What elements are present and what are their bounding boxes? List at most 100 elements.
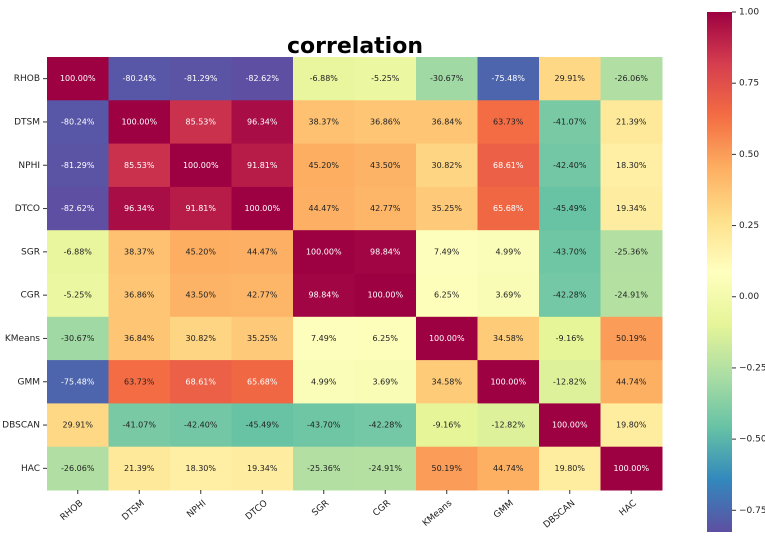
heatmap-cell bbox=[293, 446, 355, 491]
heatmap-cell bbox=[477, 57, 540, 101]
heatmap-cell bbox=[354, 360, 417, 404]
heatmap-cell bbox=[477, 143, 540, 188]
cell-label: 4.99% bbox=[496, 247, 522, 256]
cell-label: 3.69% bbox=[496, 291, 522, 300]
heatmap-cell bbox=[170, 446, 232, 491]
heatmap-cell bbox=[108, 100, 171, 145]
heatmap-cell bbox=[231, 316, 294, 361]
colorbar-tick-label: −0.75 bbox=[739, 506, 765, 516]
x-tick-label: NPHI bbox=[185, 499, 208, 521]
heatmap-cell bbox=[108, 143, 171, 188]
cell-label: -26.06% bbox=[61, 464, 95, 473]
heatmap-cell bbox=[539, 100, 601, 145]
heatmap-cell bbox=[416, 403, 478, 448]
colorbar-tick-label: −0.25 bbox=[739, 363, 765, 373]
heatmap-cell bbox=[108, 360, 171, 404]
heatmap-cell bbox=[354, 230, 417, 274]
heatmap-cell bbox=[539, 273, 601, 318]
heatmap-cell bbox=[170, 143, 232, 188]
cell-label: 45.20% bbox=[185, 247, 216, 256]
heatmap-cell bbox=[108, 57, 171, 101]
heatmap-cell bbox=[477, 446, 540, 491]
cell-label: 44.74% bbox=[493, 464, 524, 473]
heatmap-cell bbox=[354, 446, 417, 491]
cell-label: -26.06% bbox=[615, 74, 649, 83]
heatmap-cell bbox=[354, 273, 417, 318]
heatmap-cell bbox=[539, 57, 601, 101]
cell-label: 50.19% bbox=[431, 464, 462, 473]
heatmap-cell bbox=[539, 186, 601, 231]
cell-label: 18.30% bbox=[185, 464, 216, 473]
cell-label: -6.88% bbox=[310, 74, 339, 83]
cell-label: -12.82% bbox=[492, 421, 526, 430]
cell-label: 100.00% bbox=[306, 247, 342, 256]
heatmap-cell bbox=[477, 403, 540, 448]
cell-label: 100.00% bbox=[613, 464, 649, 473]
cell-label: -45.49% bbox=[553, 204, 587, 213]
cell-label: 34.58% bbox=[431, 377, 462, 386]
cell-label: 100.00% bbox=[429, 334, 465, 343]
cell-label: -30.67% bbox=[430, 74, 464, 83]
y-tick-label: NPHI bbox=[18, 161, 40, 171]
cell-label: 100.00% bbox=[552, 421, 588, 430]
cell-label: 100.00% bbox=[490, 377, 526, 386]
colorbar-tick-label: 0.00 bbox=[739, 292, 759, 302]
heatmap-cell bbox=[354, 143, 417, 188]
heatmap-cell bbox=[416, 57, 478, 101]
cell-label: 63.73% bbox=[124, 377, 155, 386]
cell-label: 4.99% bbox=[311, 377, 337, 386]
heatmap-cell bbox=[600, 100, 663, 145]
cell-label: -42.28% bbox=[369, 421, 403, 430]
heatmap-cell bbox=[416, 186, 478, 231]
cell-label: 6.25% bbox=[373, 334, 399, 343]
y-tick-label: DTCO bbox=[15, 204, 40, 214]
cell-label: -42.40% bbox=[553, 161, 587, 170]
cell-label: 100.00% bbox=[60, 74, 96, 83]
cell-label: 85.53% bbox=[124, 161, 155, 170]
heatmap-cell bbox=[354, 57, 417, 101]
heatmap-cell bbox=[231, 230, 294, 274]
cell-label: 100.00% bbox=[121, 117, 157, 126]
colorbar-tick-label: 0.50 bbox=[739, 150, 759, 160]
cell-label: 68.61% bbox=[185, 377, 216, 386]
cell-label: 7.49% bbox=[311, 334, 337, 343]
cell-label: 65.68% bbox=[247, 377, 278, 386]
cell-label: 91.81% bbox=[247, 161, 278, 170]
heatmap-cell bbox=[477, 273, 540, 318]
colorbar-tick-label: −0.50 bbox=[739, 435, 765, 445]
x-tick-label: CGR bbox=[371, 499, 392, 519]
heatmap-cell bbox=[416, 273, 478, 318]
cell-label: 42.77% bbox=[370, 204, 401, 213]
heatmap-cell bbox=[416, 230, 478, 274]
cell-label: -5.25% bbox=[371, 74, 400, 83]
cell-label: 85.53% bbox=[185, 117, 216, 126]
cell-label: 21.39% bbox=[124, 464, 155, 473]
heatmap-cell bbox=[600, 143, 663, 188]
heatmap-cell bbox=[170, 230, 232, 274]
heatmap-cell bbox=[170, 403, 232, 448]
cell-label: 36.84% bbox=[431, 117, 462, 126]
heatmap-cell bbox=[416, 316, 478, 361]
heatmap-cell bbox=[600, 230, 663, 274]
x-tick-label: SGR bbox=[310, 499, 331, 519]
cell-label: -82.62% bbox=[61, 204, 95, 213]
cell-label: 38.37% bbox=[308, 117, 339, 126]
cell-label: 65.68% bbox=[493, 204, 524, 213]
cell-label: -75.48% bbox=[61, 377, 95, 386]
cell-label: 96.34% bbox=[124, 204, 155, 213]
heatmap-cell bbox=[47, 403, 109, 448]
heatmap-cell bbox=[293, 316, 355, 361]
cell-label: -80.24% bbox=[61, 117, 95, 126]
heatmap-cell bbox=[47, 186, 109, 231]
heatmap-cell bbox=[47, 273, 109, 318]
heatmap-cell bbox=[354, 316, 417, 361]
heatmap-cell bbox=[231, 143, 294, 188]
cell-label: -25.36% bbox=[307, 464, 341, 473]
heatmap-cell bbox=[354, 403, 417, 448]
cell-label: -80.24% bbox=[123, 74, 157, 83]
cell-label: -45.49% bbox=[246, 421, 280, 430]
heatmap-cell bbox=[539, 143, 601, 188]
heatmap-cell bbox=[293, 143, 355, 188]
cell-label: -81.29% bbox=[61, 161, 95, 170]
cell-label: 38.37% bbox=[124, 247, 155, 256]
